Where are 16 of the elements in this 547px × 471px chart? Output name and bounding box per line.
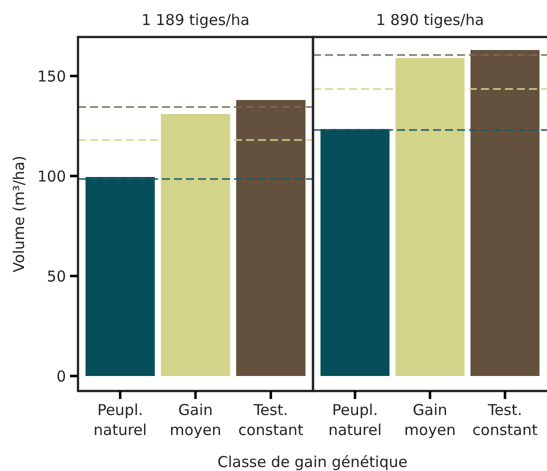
x-tick-label: Gain moyen [170,401,222,439]
chart-title: 1 189 tiges/ha [141,11,250,29]
x-axis-title: Classe de gain génétique [218,453,408,471]
x-tick-label: Peupl. naturel [94,401,147,439]
x-tick-label: Peupl. naturel [328,401,382,439]
bar [236,100,306,376]
y-tick-label: 50 [46,267,66,286]
x-tick-label: Test. constant [238,401,304,439]
chart-title: 1 890 tiges/ha [376,11,484,29]
bar [86,177,155,376]
y-tick-label: 100 [37,167,66,186]
y-axis-title: Volume (m³/ha) [10,156,28,272]
x-tick-label: Test. constant [472,401,538,439]
y-tick-label: 0 [56,367,66,386]
x-tick-label: Gain moyen [404,401,456,439]
y-tick-label: 150 [37,67,66,86]
